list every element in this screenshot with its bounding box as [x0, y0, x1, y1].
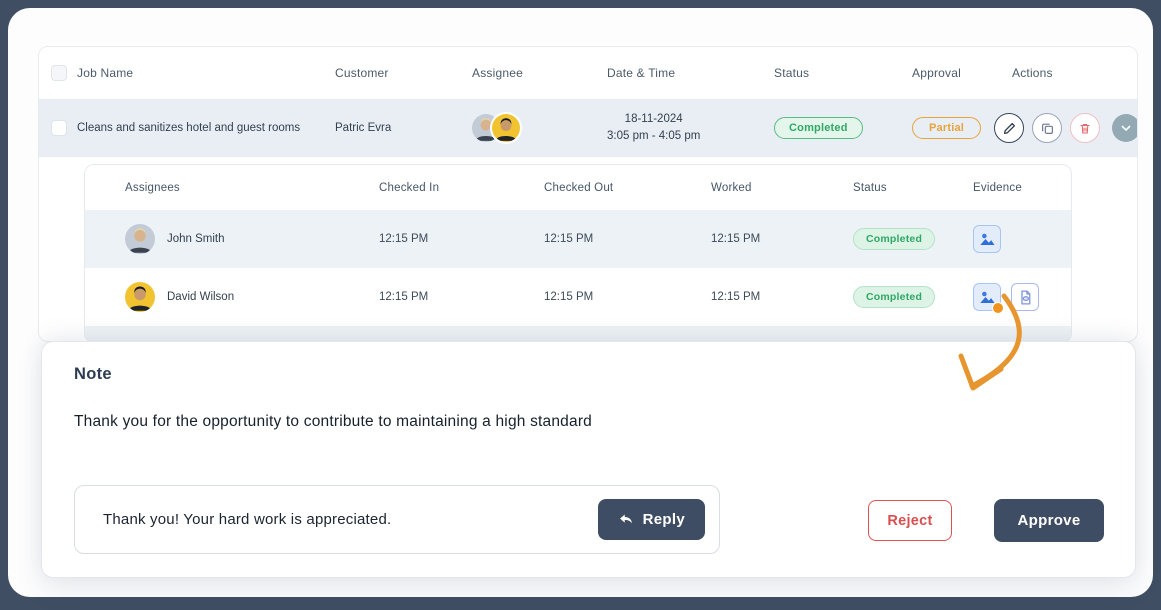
reply-button-label: Reply [642, 511, 685, 528]
subcolumn-checked-out: Checked Out [544, 181, 614, 194]
note-panel: Note Thank you for the opportunity to co… [41, 341, 1136, 578]
reply-message-box: Thank you! Your hard work is appreciated… [74, 485, 720, 554]
assignees-subtable: Assignees Checked In Checked Out Worked … [84, 164, 1072, 341]
subcolumn-status: Status [853, 181, 887, 194]
checked-in-time: 12:15 PM [379, 291, 429, 303]
column-approval: Approval [912, 66, 961, 80]
avatar-john-smith [125, 224, 155, 254]
subcolumn-evidence: Evidence [973, 181, 1022, 194]
checked-out-time: 12:15 PM [544, 233, 594, 245]
checked-in-time: 12:15 PM [379, 233, 429, 245]
jobs-table-header: Job Name Customer Assignee Date & Time S… [39, 47, 1137, 99]
column-job-name: Job Name [77, 66, 134, 80]
assignee-row-david-wilson: David Wilson 12:15 PM 12:15 PM 12:15 PM … [85, 268, 1071, 326]
job-status-badge: Completed [774, 117, 863, 139]
column-date-time: Date & Time [607, 66, 676, 80]
subtable-next-row-partial [85, 326, 1071, 341]
job-name: Cleans and sanitizes hotel and guest roo… [77, 122, 301, 134]
note-title: Note [74, 365, 112, 383]
subcolumn-worked: Worked [711, 181, 752, 194]
image-evidence-button[interactable] [973, 283, 1004, 314]
reject-button[interactable]: Reject [868, 500, 952, 541]
avatar-david-wilson [125, 282, 155, 312]
assignee-status-badge: Completed [853, 286, 936, 308]
assignee-avatars [472, 114, 607, 142]
job-actions [994, 113, 1137, 143]
select-all-checkbox[interactable] [51, 65, 67, 81]
column-status: Status [774, 66, 810, 80]
job-time: 3:05 pm - 4:05 pm [607, 130, 701, 142]
column-customer: Customer [335, 66, 389, 80]
worked-time: 12:15 PM [711, 291, 761, 303]
subcolumn-assignees: Assignees [125, 181, 180, 194]
chevron-down-button[interactable] [1112, 114, 1137, 142]
delete-button[interactable] [1070, 113, 1100, 143]
job-row[interactable]: Cleans and sanitizes hotel and guest roo… [39, 99, 1137, 157]
job-date: 18-11-2024 [624, 113, 683, 126]
edit-button[interactable] [994, 113, 1024, 143]
subtable-header: Assignees Checked In Checked Out Worked … [85, 165, 1071, 210]
copy-button[interactable] [1032, 113, 1062, 143]
assignee-status-badge: Completed [853, 228, 936, 250]
assignee-name: John Smith [167, 233, 225, 245]
note-document-button[interactable] [1011, 283, 1039, 311]
jobs-table: Job Name Customer Assignee Date & Time S… [38, 46, 1138, 342]
subcolumn-checked-in: Checked In [379, 181, 440, 194]
note-body-text: Thank you for the opportunity to contrib… [74, 413, 593, 430]
job-date-time: 18-11-2024 3:05 pm - 4:05 pm [607, 111, 700, 144]
column-actions: Actions [1012, 66, 1053, 80]
image-evidence-button[interactable] [973, 225, 1001, 253]
row-checkbox[interactable] [51, 120, 67, 136]
column-assignee: Assignee [472, 66, 523, 80]
checked-out-time: 12:15 PM [544, 291, 594, 303]
reply-icon [618, 512, 634, 527]
assignee-row-john-smith: John Smith 12:15 PM 12:15 PM 12:15 PM Co… [85, 210, 1071, 268]
avatar-david-wilson [492, 114, 520, 142]
worked-time: 12:15 PM [711, 233, 761, 245]
assignee-name: David Wilson [167, 291, 235, 303]
evidence-notification-dot [992, 302, 1004, 314]
page-background: Job Name Customer Assignee Date & Time S… [8, 8, 1153, 597]
reply-button[interactable]: Reply [597, 499, 705, 540]
approve-button[interactable]: Approve [994, 499, 1104, 542]
customer-name: Patric Evra [335, 122, 392, 134]
job-approval-badge: Partial [912, 117, 982, 139]
reply-message-text: Thank you! Your hard work is appreciated… [103, 511, 392, 528]
